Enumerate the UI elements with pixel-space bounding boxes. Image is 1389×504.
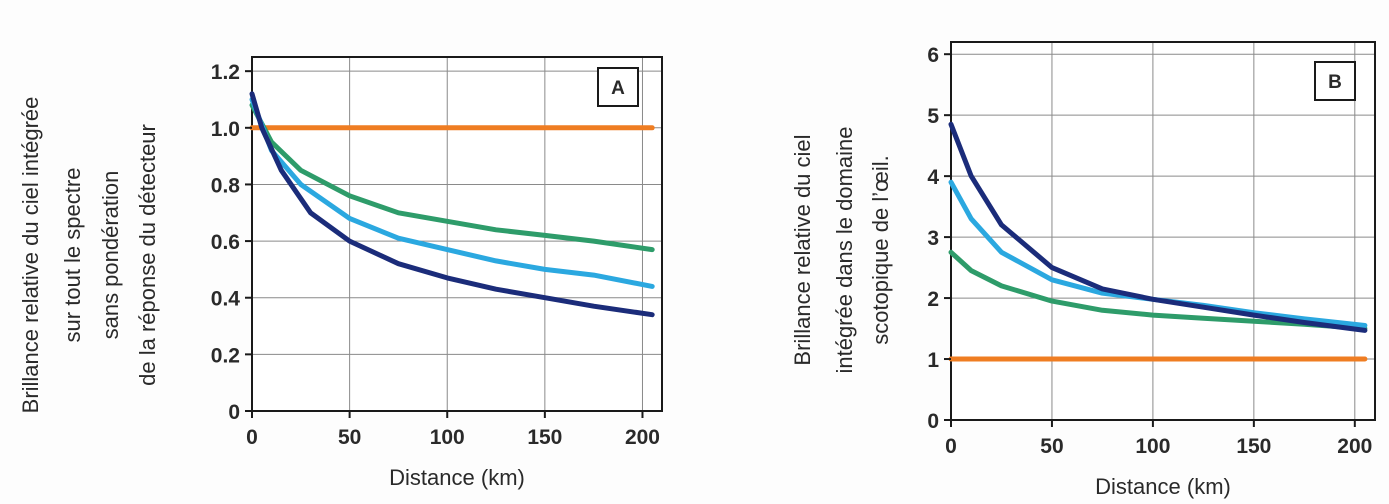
y-tick-label: 4 [927, 166, 939, 189]
plot-area [252, 57, 662, 411]
x-tick-label: 150 [1236, 435, 1271, 458]
x-tick-label: 100 [1135, 435, 1170, 458]
y-tick-label: 3 [927, 227, 939, 250]
y-axis-title-line: Brillance relative du ciel [790, 134, 815, 365]
panel-label: B [1328, 72, 1342, 93]
y-axis-title-line: sans pondération [98, 171, 123, 340]
y-axis-title-line: intégrée dans le domaine [832, 126, 857, 373]
series-line [249, 102, 655, 253]
x-tick-label: 100 [430, 426, 465, 449]
y-tick-label: 1 [927, 349, 939, 372]
y-tick-label: 0.8 [211, 174, 241, 197]
x-tick-label: 50 [1040, 435, 1063, 458]
y-tick-label: 0.2 [211, 344, 240, 367]
y-axis-title-line: de la réponse du détecteur [135, 124, 160, 386]
y-tick-label: 1.2 [211, 61, 240, 84]
y-tick-label: 0.6 [211, 231, 240, 254]
y-tick-label: 0 [927, 410, 939, 433]
panel-label: A [611, 78, 625, 99]
plot-frame [950, 41, 1376, 421]
x-tick-label: 150 [527, 426, 562, 449]
y-tick-label: 0.4 [211, 288, 241, 311]
panel-label-box [1314, 61, 1356, 101]
series-line [249, 91, 655, 318]
x-tick-label: 200 [1337, 435, 1372, 458]
x-tick-label: 0 [945, 435, 957, 458]
panel-label-box [597, 67, 639, 107]
plot-area [951, 42, 1375, 420]
x-tick-label: 50 [338, 426, 361, 449]
x-axis-title: Distance (km) [389, 465, 525, 490]
series-line [948, 121, 1368, 333]
x-axis-title: Distance (km) [1095, 474, 1231, 499]
plot-frame [251, 56, 663, 412]
y-axis-title-line: sur tout le spectre [60, 168, 85, 343]
series-line [249, 97, 655, 289]
y-tick-label: 5 [927, 105, 939, 128]
y-tick-label: 6 [927, 44, 939, 67]
series-line [948, 249, 1368, 331]
x-tick-label: 0 [246, 426, 258, 449]
chart-a: 0 50 100 150 200 0 0.2 0.4 0.6 0.8 1.0 1.2 Distance … [18, 56, 663, 490]
y-tick-label: 2 [927, 288, 939, 311]
x-tick-label: 200 [625, 426, 660, 449]
y-tick-label: 0 [228, 401, 240, 424]
y-tick-label: 1.0 [211, 118, 240, 141]
y-axis-title-line: scotopique de l’œil. [868, 155, 893, 345]
y-axis-title-line: Brillance relative du ciel intégrée [18, 97, 43, 414]
chart-b: 0 50 100 150 200 0 1 2 3 4 5 6 Distance (km) Brillanc… [790, 41, 1376, 499]
